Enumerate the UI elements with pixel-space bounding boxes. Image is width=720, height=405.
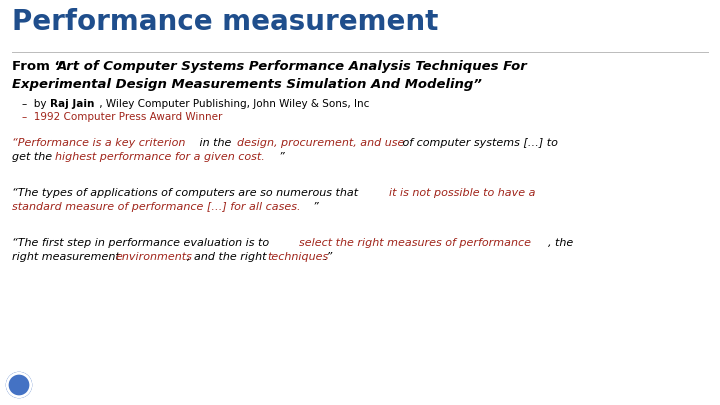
Text: in the: in the bbox=[196, 138, 235, 148]
Text: –  1992 Computer Press Award Winner: – 1992 Computer Press Award Winner bbox=[22, 112, 222, 122]
Text: , and the right: , and the right bbox=[187, 252, 270, 262]
Text: standard measure of performance […] for all cases.: standard measure of performance […] for … bbox=[12, 202, 300, 212]
Text: , Wiley Computer Publishing, John Wiley & Sons, Inc: , Wiley Computer Publishing, John Wiley … bbox=[96, 99, 369, 109]
Text: –  by: – by bbox=[22, 99, 50, 109]
Text: “The types of applications of computers are so numerous that: “The types of applications of computers … bbox=[12, 188, 361, 198]
Text: select the right measures of performance: select the right measures of performance bbox=[299, 238, 531, 248]
Text: , the: , the bbox=[548, 238, 573, 248]
Text: techniques: techniques bbox=[267, 252, 328, 262]
Text: ”: ” bbox=[279, 152, 284, 162]
Text: right measurement: right measurement bbox=[12, 252, 123, 262]
Text: D. Giordano (CERN): D. Giordano (CERN) bbox=[38, 381, 120, 390]
Text: 10/07/2018: 10/07/2018 bbox=[540, 381, 589, 390]
Text: CHEP 2018: CHEP 2018 bbox=[337, 381, 383, 390]
Text: get the: get the bbox=[12, 152, 55, 162]
Text: Art of Computer Systems Performance Analysis Techniques For: Art of Computer Systems Performance Anal… bbox=[57, 60, 528, 73]
Text: Raj Jain: Raj Jain bbox=[50, 99, 94, 109]
Text: it is not possible to have a: it is not possible to have a bbox=[389, 188, 536, 198]
Text: highest performance for a given cost.: highest performance for a given cost. bbox=[55, 152, 265, 162]
Text: environments: environments bbox=[115, 252, 192, 262]
Text: design, procurement, and use: design, procurement, and use bbox=[237, 138, 405, 148]
Text: 1: 1 bbox=[700, 381, 705, 390]
Text: of computer systems […] to: of computer systems […] to bbox=[399, 138, 558, 148]
Text: ”: ” bbox=[312, 202, 318, 212]
Text: “Performance is a key criterion: “Performance is a key criterion bbox=[12, 138, 185, 148]
Text: “The first step in performance evaluation is to: “The first step in performance evaluatio… bbox=[12, 238, 273, 248]
Text: .”: .” bbox=[323, 252, 332, 262]
Text: Performance measurement: Performance measurement bbox=[12, 8, 438, 36]
Text: From “: From “ bbox=[12, 60, 63, 73]
Circle shape bbox=[6, 373, 32, 398]
Text: Experimental Design Measurements Simulation And Modeling”: Experimental Design Measurements Simulat… bbox=[12, 78, 482, 91]
